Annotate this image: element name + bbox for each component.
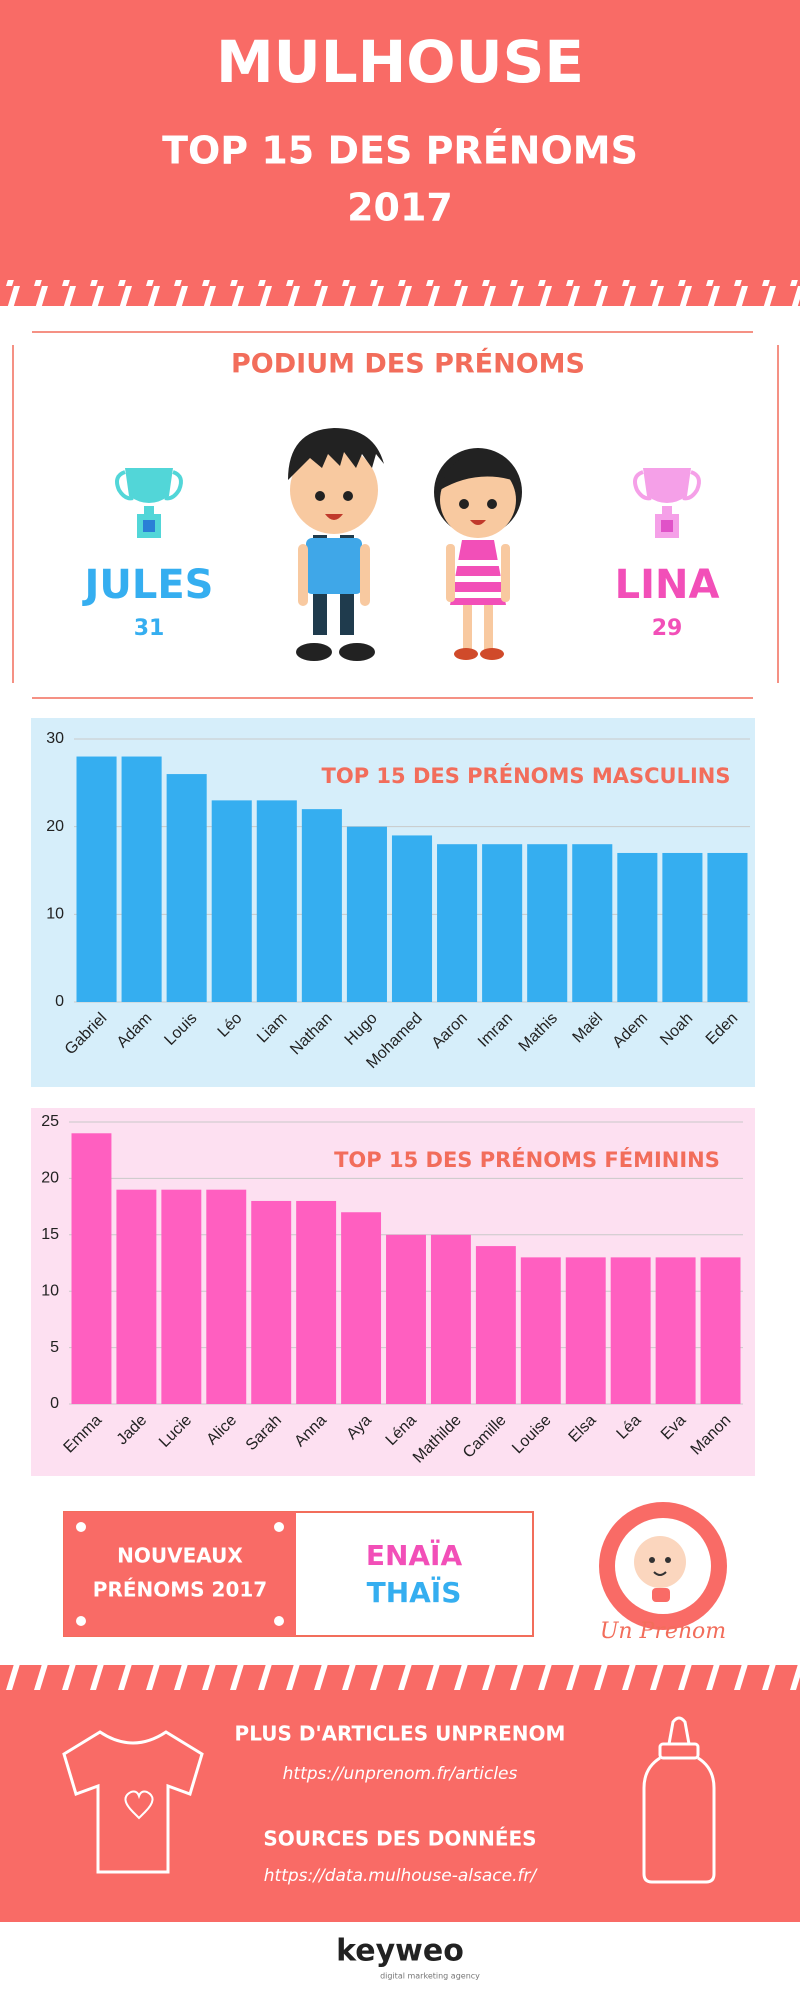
title: MULHOUSE [216,28,584,96]
bar [166,774,207,1002]
rivets [76,1522,284,1626]
bar [700,1257,741,1404]
bar [437,844,478,1002]
bar [71,1133,112,1404]
footer-link[interactable]: https://unprenom.fr/articles [283,1764,518,1784]
y-tick-label: 20 [46,818,64,835]
bar [76,756,117,1002]
footer-heading: SOURCES DES DONNÉES [263,1827,536,1851]
onesie [62,1730,204,1874]
bar [565,1257,606,1404]
bar [251,1200,292,1404]
footer-heading: PLUS D'ARTICLES UNPRENOM [235,1722,566,1746]
new-names-label: NOUVEAUX [117,1544,243,1568]
bar [386,1234,426,1404]
y-tick-label: 0 [55,993,64,1010]
bar [475,1246,516,1404]
bar [655,1257,696,1404]
bar [430,1234,471,1404]
boy-count: 31 [134,616,165,641]
bar [211,800,252,1002]
y-tick-label: 30 [46,730,64,747]
chart-title: TOP 15 DES PRÉNOMS MASCULINS [322,763,731,788]
year: 2017 [347,186,453,230]
bar [301,809,342,1002]
new-name: ENAÏA [366,1538,463,1572]
bar [161,1189,202,1404]
girl-name: LINA [615,562,720,608]
stripes [0,1665,800,1691]
bar [662,852,703,1002]
bar [206,1189,247,1404]
brand: keyweo [336,1934,464,1969]
subtitle: TOP 15 DES PRÉNOMS [162,129,638,173]
girl-count: 29 [652,616,683,641]
y-tick-label: 10 [41,1282,59,1299]
bar [256,800,297,1002]
heart [124,1790,154,1820]
bar [341,1212,382,1404]
bar [482,844,523,1002]
trophy-girl [633,468,701,538]
bar [346,826,387,1002]
girl-illustration [434,448,522,660]
bar [116,1189,157,1404]
bar [520,1257,561,1404]
bar [707,852,748,1002]
chart-title: TOP 15 DES PRÉNOMS FÉMININS [334,1147,720,1172]
y-tick-label: 20 [41,1170,59,1187]
header-bg [0,0,800,282]
boy-name: JULES [82,562,214,608]
brand-tagline: digital marketing agency [380,1972,480,1981]
podium-title: PODIUM DES PRÉNOMS [231,348,585,380]
y-tick-label: 25 [41,1113,59,1130]
logo [599,1502,727,1630]
boy-illustration [288,428,384,661]
y-tick-label: 10 [46,906,64,923]
logo-text: Un Prenom [600,1619,726,1644]
podium-frame [12,331,779,699]
bar [527,844,568,1002]
bar [610,1257,651,1404]
new-names-label-bg [64,1512,296,1636]
trophy-boy [115,468,183,538]
bar [617,852,658,1002]
y-tick-label: 0 [50,1395,59,1412]
stripes [0,280,800,306]
bottle [642,1716,716,1884]
bar [572,844,613,1002]
bar [121,756,162,1002]
new-names-label: PRÉNOMS 2017 [93,1578,267,1602]
footer-link[interactable]: https://data.mulhouse-alsace.fr/ [264,1866,539,1886]
y-tick-label: 5 [50,1339,59,1356]
bar [391,835,433,1002]
y-tick-label: 15 [41,1226,59,1243]
new-name: THAÏS [367,1575,462,1609]
bar [296,1200,337,1404]
